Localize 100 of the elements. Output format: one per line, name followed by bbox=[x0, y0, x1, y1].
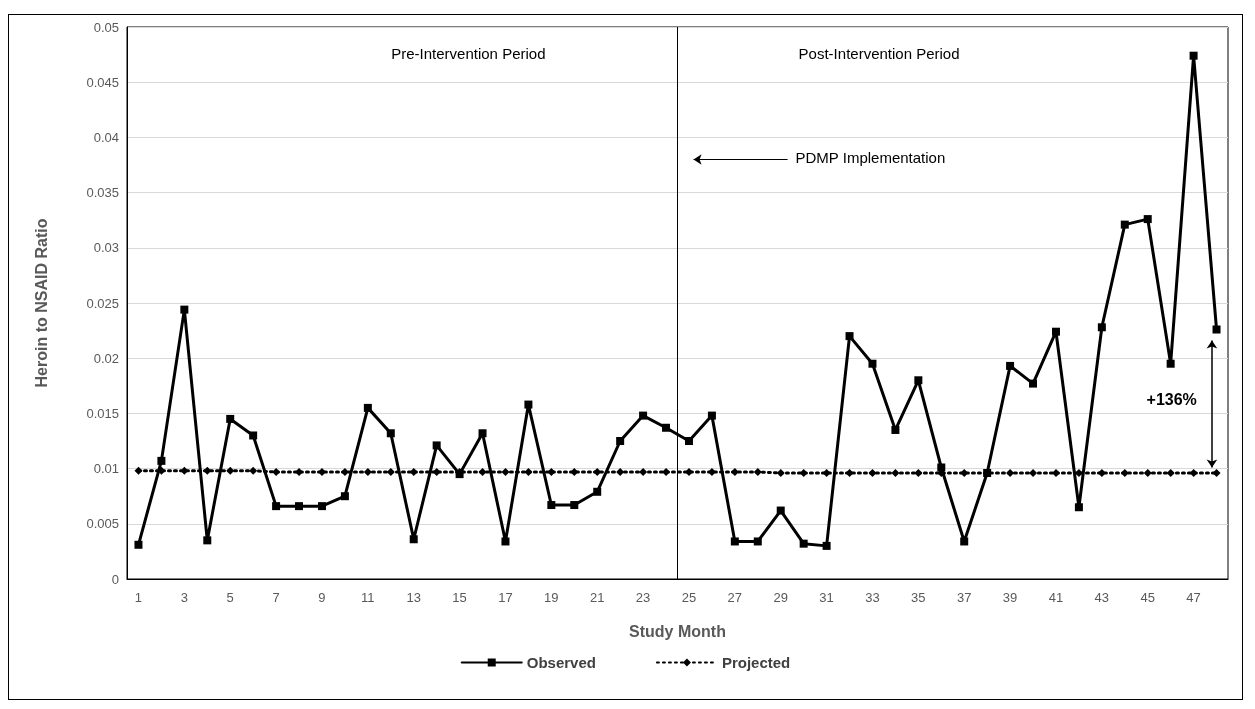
point bbox=[822, 541, 831, 550]
point bbox=[1006, 469, 1015, 478]
annotation: Pre-Intervention Period bbox=[391, 45, 546, 63]
point bbox=[226, 414, 235, 423]
point bbox=[1143, 469, 1152, 478]
point bbox=[593, 487, 602, 496]
annotation: +136% bbox=[1146, 390, 1197, 408]
y-tick-label: 0 bbox=[111, 571, 119, 587]
point bbox=[891, 425, 900, 434]
point bbox=[1166, 359, 1175, 368]
point bbox=[524, 467, 533, 476]
point bbox=[776, 469, 785, 478]
x-tick-label: 41 bbox=[1048, 590, 1064, 605]
point bbox=[868, 469, 877, 478]
point bbox=[203, 466, 212, 475]
annotation: PDMP Implementation bbox=[795, 149, 946, 167]
point bbox=[730, 537, 739, 546]
x-tick-label: 15 bbox=[452, 590, 467, 605]
point bbox=[960, 537, 969, 546]
point bbox=[547, 467, 556, 476]
point bbox=[409, 535, 418, 544]
point bbox=[1097, 323, 1106, 332]
x-tick-label: 19 bbox=[544, 590, 559, 605]
point bbox=[317, 502, 326, 511]
x-tick-label: 37 bbox=[956, 590, 972, 605]
x-tick-label: 29 bbox=[773, 590, 788, 605]
x-tick-label: 25 bbox=[681, 590, 697, 605]
point bbox=[1120, 469, 1129, 478]
point bbox=[226, 466, 235, 475]
legend-label: Observed bbox=[526, 654, 596, 671]
point bbox=[272, 502, 281, 511]
point bbox=[983, 469, 992, 478]
point bbox=[1189, 51, 1198, 60]
x-tick-label: 45 bbox=[1140, 590, 1155, 605]
y-tick-label: 0.045 bbox=[86, 74, 119, 90]
point bbox=[684, 437, 693, 445]
point bbox=[914, 376, 923, 385]
y-tick-label: 0.04 bbox=[93, 129, 119, 145]
point bbox=[799, 539, 808, 548]
point bbox=[937, 463, 946, 472]
point bbox=[1051, 327, 1060, 336]
x-tick-label: 3 bbox=[180, 590, 188, 605]
point bbox=[570, 501, 579, 510]
point bbox=[524, 400, 533, 409]
point bbox=[891, 469, 900, 478]
point bbox=[249, 431, 258, 440]
point bbox=[799, 469, 808, 478]
point bbox=[363, 403, 372, 412]
y-axis-title: Heroin to NSAID Ratio bbox=[32, 218, 50, 388]
point bbox=[570, 467, 579, 476]
point bbox=[914, 469, 923, 478]
point bbox=[639, 411, 648, 420]
x-tick-label: 9 bbox=[318, 590, 326, 605]
annotation: Post-Intervention Period bbox=[798, 45, 960, 63]
point bbox=[1029, 379, 1038, 388]
x-tick-label: 5 bbox=[226, 590, 234, 605]
x-tick-label: 13 bbox=[406, 590, 421, 605]
y-tick-label: 0.015 bbox=[86, 405, 119, 421]
x-tick-label: 1 bbox=[134, 590, 143, 605]
point bbox=[753, 537, 762, 546]
y-tick-label: 0.025 bbox=[86, 295, 119, 311]
y-tick-label: 0.03 bbox=[93, 240, 119, 256]
point bbox=[616, 437, 625, 445]
y-tick-label: 0.05 bbox=[93, 19, 119, 35]
x-tick-label: 35 bbox=[911, 590, 926, 605]
x-tick-label: 21 bbox=[589, 590, 605, 605]
point bbox=[501, 537, 510, 546]
point bbox=[1212, 469, 1221, 478]
legend-label: Projected bbox=[721, 654, 791, 671]
point bbox=[1029, 469, 1038, 478]
point bbox=[340, 467, 349, 476]
point bbox=[868, 359, 877, 368]
x-tick-label: 27 bbox=[727, 590, 743, 605]
point bbox=[386, 429, 395, 438]
point bbox=[730, 467, 739, 476]
point bbox=[547, 501, 556, 510]
point bbox=[478, 429, 487, 438]
point bbox=[753, 467, 762, 476]
point bbox=[1143, 215, 1152, 224]
point bbox=[180, 305, 189, 314]
point bbox=[1189, 469, 1198, 478]
point bbox=[662, 467, 671, 476]
point bbox=[501, 467, 510, 476]
point bbox=[1006, 361, 1015, 370]
x-tick-label: 39 bbox=[1002, 590, 1018, 605]
point bbox=[340, 492, 349, 501]
point bbox=[639, 467, 648, 476]
point bbox=[845, 469, 854, 478]
point bbox=[272, 467, 281, 476]
point bbox=[432, 441, 441, 450]
x-tick-label: 7 bbox=[272, 590, 280, 605]
y-tick-label: 0.035 bbox=[86, 185, 119, 201]
x-tick-label: 43 bbox=[1094, 590, 1110, 605]
point bbox=[1074, 503, 1083, 512]
x-tick-label: 11 bbox=[361, 590, 375, 605]
point bbox=[1166, 469, 1175, 478]
point bbox=[707, 411, 716, 420]
point bbox=[157, 456, 166, 465]
point bbox=[478, 467, 487, 476]
point bbox=[776, 506, 785, 515]
